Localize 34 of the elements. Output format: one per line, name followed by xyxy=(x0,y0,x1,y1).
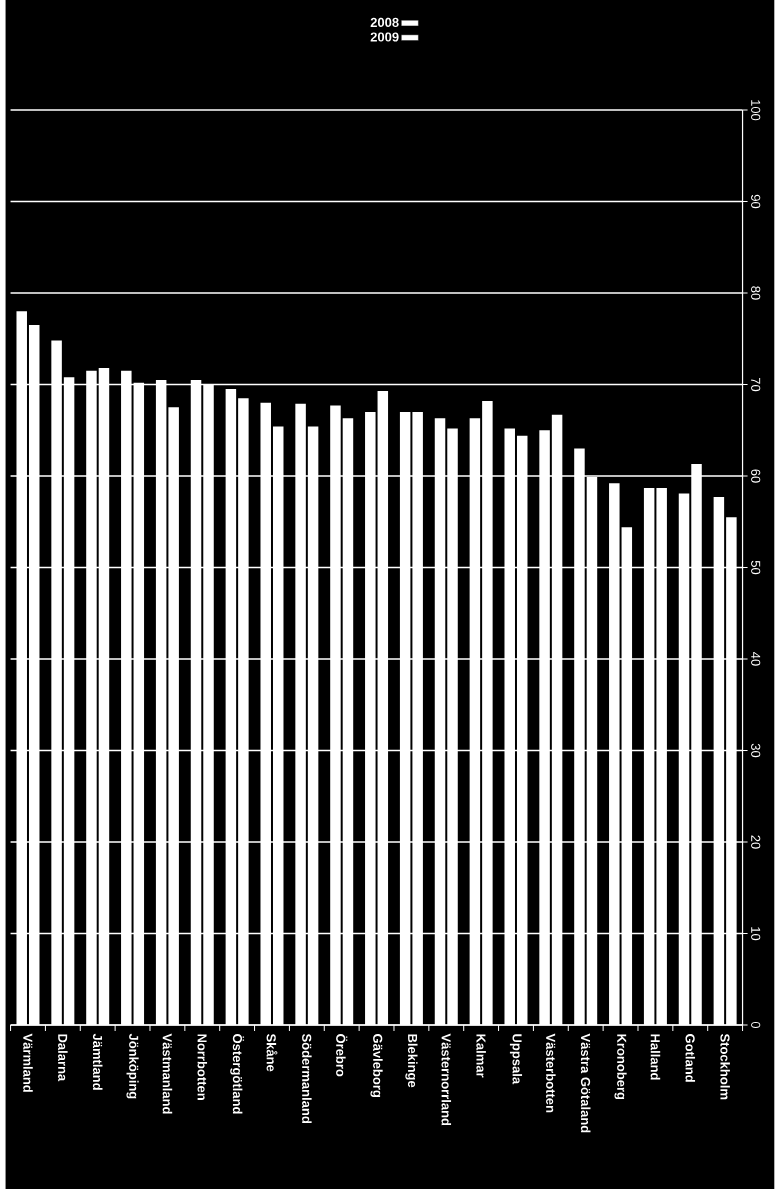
y-tick-label: 100 xyxy=(751,100,761,121)
x-tick-label: Skåne xyxy=(266,1033,278,1072)
x-tick-label: Södermanland xyxy=(302,1033,312,1123)
y-tick-label: 10 xyxy=(751,927,761,941)
y-tick-label: 90 xyxy=(751,194,761,209)
x-tick-label: Kronoberg xyxy=(614,1034,627,1100)
x-tick-label: Västmanland xyxy=(162,1033,173,1114)
y-tick-label: 50 xyxy=(751,560,761,575)
x-tick-label: Stockholm xyxy=(720,1033,731,1100)
y-tick-label: 20 xyxy=(751,835,761,849)
x-tick-label: Västernorrland xyxy=(441,1033,452,1126)
y-tick-label: 80 xyxy=(751,286,761,300)
x-tick-label: Norrbotten xyxy=(197,1034,208,1100)
x-tick-label: Östergötland xyxy=(230,1034,245,1114)
x-tick-label: Jönköping xyxy=(126,1033,139,1099)
legend-label: 2009 xyxy=(370,32,399,42)
y-tick-label: 40 xyxy=(751,652,761,666)
x-tick-label: Halland xyxy=(650,1034,661,1080)
x-tick-label: Västerbotten xyxy=(546,1033,556,1113)
x-tick-label: Västra Götaland xyxy=(581,1033,591,1133)
y-tick-label: 60 xyxy=(751,469,761,483)
legend-label: 2008 xyxy=(370,17,399,28)
x-tick-label: Värmland xyxy=(23,1033,33,1092)
x-tick-label: Dalarna xyxy=(58,1034,68,1082)
y-tick-label: 0 xyxy=(751,1021,761,1029)
x-tick-label: Gävleborg xyxy=(370,1034,383,1097)
x-tick-label: Kalmar xyxy=(476,1034,487,1078)
x-tick-label: Blekinge xyxy=(405,1034,418,1088)
y-tick-label: 30 xyxy=(751,743,761,758)
x-tick-label: Örebro xyxy=(336,1034,348,1077)
y-tick-label: 70 xyxy=(751,377,761,392)
x-tick-label: Uppsala xyxy=(510,1034,523,1085)
x-tick-label: Jämtland xyxy=(93,1033,103,1090)
x-tick-label: Gotland xyxy=(685,1034,696,1082)
